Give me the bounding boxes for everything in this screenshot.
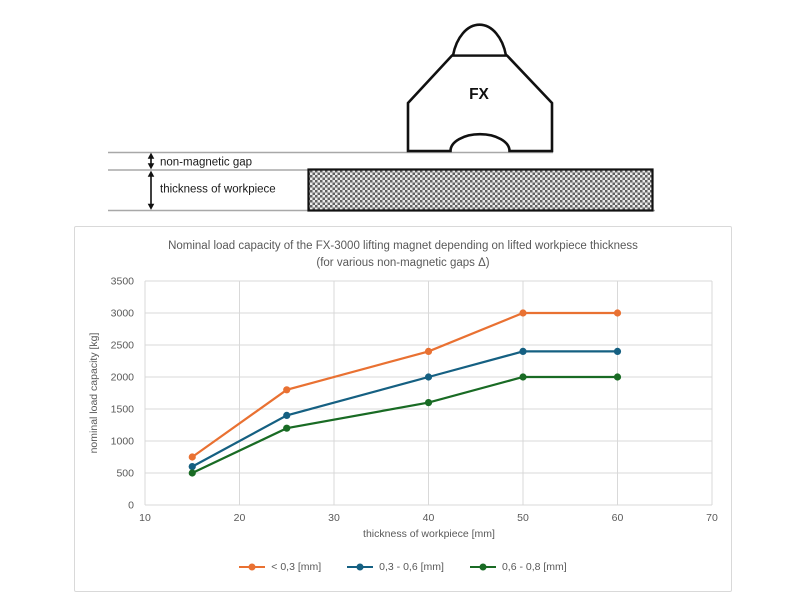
legend-item-1: 0,3 - 0,6 [mm] — [347, 561, 444, 573]
series-line-2 — [191, 375, 618, 474]
series-0-marker — [424, 347, 433, 355]
data-series — [188, 309, 622, 477]
series-0-marker — [613, 309, 622, 317]
series-1-marker — [519, 347, 527, 355]
legend-label: 0,6 - 0,8 [mm] — [501, 561, 567, 573]
x-tick-label: 10 — [139, 512, 151, 524]
load-capacity-chart: 0 500 1000 1500 2000 2500 3000 3500 10 20 30 40 50 60… — [88, 276, 718, 541]
series-1-marker — [188, 463, 196, 471]
legend-swatch-icon — [239, 563, 266, 571]
series-0-marker — [519, 309, 527, 317]
legend-label: 0,3 - 0,6 [mm] — [379, 561, 444, 573]
y-tick-label: 3500 — [111, 276, 135, 288]
series-1-marker — [283, 411, 291, 419]
series-2-marker — [283, 424, 291, 432]
legend-marker-dot-icon — [479, 563, 487, 571]
magnet-lifting-eye-icon — [451, 23, 508, 56]
x-tick-label: 30 — [328, 512, 340, 524]
y-tick-label: 3000 — [111, 308, 135, 320]
x-tick-label: 40 — [423, 512, 435, 524]
series-0-marker — [283, 386, 291, 394]
legend-swatch-icon — [469, 563, 496, 571]
y-tick-label: 2000 — [111, 372, 135, 384]
y-tick-label: 1500 — [111, 404, 135, 416]
y-tick-label: 2500 — [111, 340, 135, 352]
legend-label: < 0,3 [mm] — [271, 561, 322, 573]
x-tick-label: 70 — [706, 512, 718, 524]
series-2-marker — [613, 373, 622, 381]
legend-marker-dot-icon — [248, 563, 256, 571]
axis-ticks: 0 500 1000 1500 2000 2500 3000 3500 10 20 30 40 50 60… — [111, 276, 718, 525]
series-0-marker — [188, 453, 196, 461]
chart-title: Nominal load capacity of the FX-3000 lif… — [75, 238, 731, 271]
x-tick-label: 20 — [234, 512, 246, 524]
legend-item-0: < 0,3 [mm] — [239, 561, 321, 573]
gridlines — [144, 280, 713, 506]
chart-card: Nominal load capacity of the FX-3000 lif… — [74, 226, 732, 592]
series-line-0 — [191, 311, 618, 458]
workpiece-hatched-bar — [307, 168, 654, 212]
legend-marker-dot-icon — [356, 563, 364, 571]
chart-title-line1: Nominal load capacity of the FX-3000 lif… — [168, 240, 638, 252]
x-axis-label: thickness of workpiece [mm] — [363, 528, 495, 540]
series-1-marker — [424, 373, 433, 381]
y-tick-label: 500 — [116, 468, 134, 480]
y-axis-label: nominal load capacity [kg] — [88, 333, 100, 454]
legend-swatch-icon — [347, 563, 374, 571]
magnet-diagram: non-magnetic gap thickness of workpiece … — [108, 23, 655, 212]
chart-title-line2: (for various non-magnetic gaps Δ) — [316, 256, 490, 269]
y-tick-label: 0 — [128, 500, 134, 512]
series-2-marker — [188, 469, 196, 477]
gap-dimension-arrow-icon — [147, 152, 155, 170]
series-1-marker — [613, 347, 622, 355]
x-tick-label: 50 — [517, 512, 529, 524]
magnet-body-outline — [406, 54, 554, 153]
thickness-label: thickness of workpiece — [160, 184, 276, 196]
gap-label: non-magnetic gap — [160, 157, 252, 169]
series-2-marker — [519, 373, 527, 381]
magnet-model-label: FX — [469, 86, 489, 103]
x-tick-label: 60 — [612, 512, 624, 524]
legend-item-2: 0,6 - 0,8 [mm] — [469, 561, 567, 573]
series-2-marker — [424, 399, 433, 407]
y-tick-label: 1000 — [111, 436, 135, 448]
thickness-dimension-arrow-icon — [147, 170, 155, 210]
chart-legend: < 0,3 [mm] 0,3 - 0,6 [mm] 0,6 - 0,8 [mm] — [75, 561, 731, 573]
